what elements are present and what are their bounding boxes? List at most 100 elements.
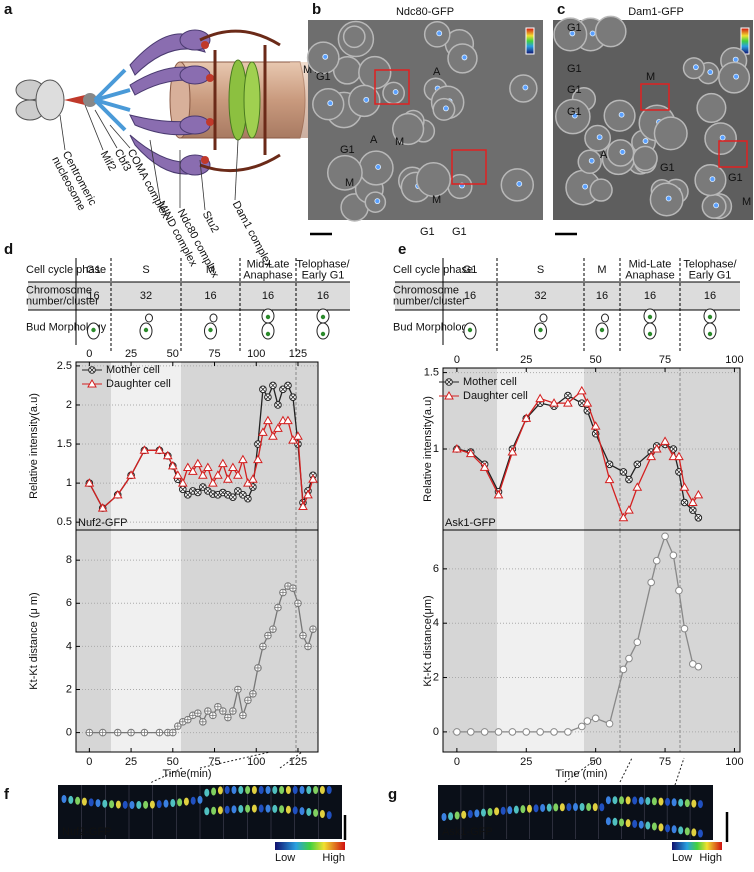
gfp-spot (516, 180, 523, 187)
marker-cross (606, 461, 613, 467)
kymo-spot (651, 797, 657, 806)
x-tick-label: 25 (125, 348, 137, 360)
kymo-spot (292, 806, 298, 815)
data-point (536, 728, 544, 736)
kymo-spot (61, 795, 67, 803)
marker-cross (269, 626, 276, 633)
kymo-spot (658, 823, 664, 832)
data-point (207, 478, 218, 487)
kymo-spot (619, 818, 625, 827)
marker-cross (224, 714, 231, 721)
nucleus (599, 327, 605, 333)
marker-cross (184, 716, 191, 723)
marker-cross (128, 729, 135, 736)
gfp-spot (375, 164, 382, 170)
marker-cross (690, 507, 696, 513)
nucleus (647, 331, 653, 337)
x-tick-label: 25 (520, 354, 532, 366)
x-tick-label: 0 (454, 354, 460, 366)
kymo-spot (500, 806, 506, 815)
data-point (694, 662, 703, 671)
table-cell: 16 (644, 290, 656, 302)
gfp-spot (363, 96, 370, 103)
cell-label: G1 (567, 84, 582, 96)
x-tick-label: 25 (125, 756, 137, 768)
table-cell: Bud Morphology (26, 321, 107, 333)
cell-label: A (370, 134, 378, 146)
colorbar-label: Low (275, 852, 295, 864)
data-point (187, 466, 198, 475)
colorbar-label: High (699, 852, 722, 864)
kymo-spot (102, 799, 108, 808)
marker-cross (620, 469, 627, 475)
kymo-spot (326, 811, 332, 820)
gfp-spot (719, 134, 726, 141)
y-tick-label: 2 (66, 683, 72, 695)
gfp-spot (436, 30, 443, 37)
data-point (582, 398, 593, 407)
bud (209, 313, 218, 323)
panel-label: b (312, 1, 321, 18)
data-point (202, 462, 213, 471)
nucleus (265, 314, 271, 320)
data-point (223, 474, 233, 483)
kymo-spot (149, 800, 155, 809)
kymo-spot (190, 796, 196, 805)
marker-cross (245, 496, 251, 502)
cell (696, 92, 727, 123)
gfp-spot (589, 30, 596, 37)
kymo-spot (217, 806, 223, 815)
gfp-spot (713, 202, 720, 209)
data-point (669, 551, 678, 560)
y-tick-label: 6 (66, 597, 72, 609)
kymo-spot (217, 786, 223, 795)
kymo-spot (68, 795, 74, 804)
data-point (139, 445, 150, 454)
kymo-spot (619, 796, 625, 805)
cell (632, 145, 658, 172)
data-point (167, 460, 178, 470)
cell-label: M (432, 194, 441, 206)
marker-cross (205, 488, 211, 494)
kymo-spot (612, 796, 618, 805)
plot-frame (75, 529, 319, 753)
marker-cross (141, 729, 148, 736)
kymo-spot (467, 810, 473, 819)
data-point (233, 470, 243, 479)
zoom-box (718, 140, 748, 168)
mother-cell (703, 322, 717, 340)
bud-icon (595, 313, 609, 340)
kymo-spot (170, 799, 176, 808)
colorbar (275, 842, 345, 850)
kymo-spot (313, 808, 319, 817)
kymo-spot (474, 809, 480, 818)
table-row-bg (395, 282, 740, 310)
cell-label: G1 (567, 63, 582, 75)
data-point (253, 454, 263, 464)
kymo-spot (319, 786, 325, 794)
kymo-spot (115, 800, 121, 809)
data-point (535, 393, 546, 403)
kymo-spot (136, 800, 142, 809)
data-point (303, 489, 313, 499)
data-point (651, 443, 662, 453)
marker-cross (285, 382, 291, 389)
marker-cross (304, 643, 311, 650)
x-tick-label: 0 (86, 756, 92, 768)
marker-cross (309, 626, 316, 633)
kymo-spot (671, 798, 677, 807)
marker-cross (279, 589, 286, 596)
kymo-spot (299, 807, 305, 816)
marker-cross (255, 441, 261, 447)
data-point (625, 654, 633, 663)
marker-cross (114, 729, 121, 736)
y-axis-label: Kt-Kt distance(μm) (422, 595, 434, 686)
data-point (661, 532, 669, 541)
kymo-spot (95, 799, 101, 808)
kymo-spot (238, 786, 244, 794)
marker-cross (240, 492, 246, 498)
connector-lines (149, 751, 685, 786)
kymo-spot (691, 828, 697, 837)
data-point (126, 470, 136, 479)
cell-label: M (345, 177, 354, 189)
